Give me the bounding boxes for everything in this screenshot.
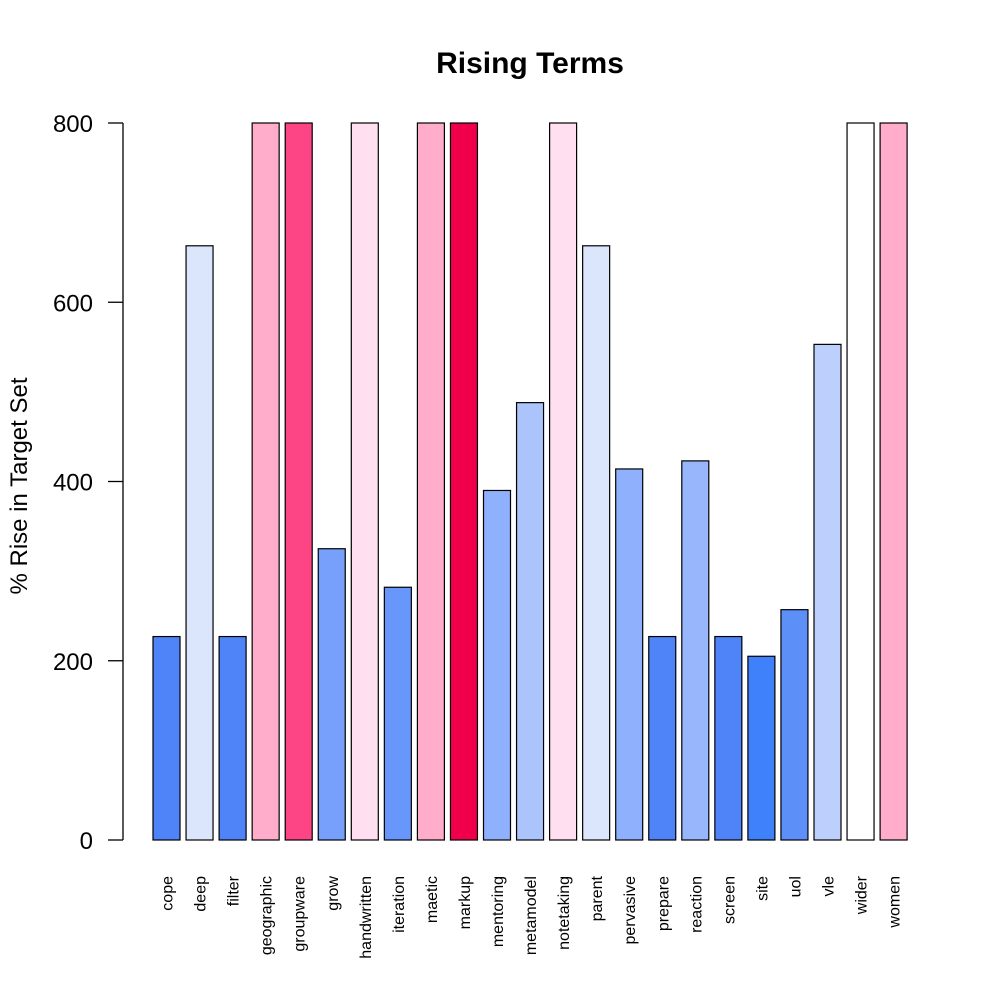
bar-prepare xyxy=(648,635,677,841)
x-tick-label: notetaking xyxy=(556,876,573,950)
bar-markup xyxy=(449,122,479,841)
x-tick-label: groupware xyxy=(292,876,309,952)
bar-site xyxy=(747,655,776,841)
x-tick-label: uol xyxy=(787,876,804,897)
x-tick-label: screen xyxy=(721,876,738,924)
bar-metamodel xyxy=(515,402,545,841)
bars-group xyxy=(152,122,908,841)
bar-maetic xyxy=(416,122,445,841)
x-tick-label: filter xyxy=(226,875,243,906)
x-tick-label: pervasive xyxy=(622,876,639,945)
y-axis: 0 200 400 600 800 xyxy=(53,111,124,855)
bar-deep xyxy=(185,245,214,841)
x-tick-label: metamodel xyxy=(523,876,540,955)
x-tick-label: wider xyxy=(854,875,871,915)
bar-iteration xyxy=(383,586,412,841)
bar-cope xyxy=(152,635,181,841)
bar-pervasive xyxy=(615,468,644,841)
x-tick-label: maetic xyxy=(424,876,441,923)
x-tick-label: prepare xyxy=(655,876,672,931)
y-tick-label: 200 xyxy=(53,649,93,676)
x-tick-label: handwritten xyxy=(358,876,375,959)
x-tick-label: mentoring xyxy=(490,876,507,947)
bar-reaction xyxy=(681,460,710,841)
x-tick-label: women xyxy=(887,876,904,929)
bar-grow xyxy=(317,548,346,841)
bar-handwritten xyxy=(350,122,379,841)
x-tick-label: deep xyxy=(193,876,210,912)
x-tick-label: geographic xyxy=(259,876,276,955)
bar-filter xyxy=(218,635,247,841)
y-axis-label: % Rise in Target Set xyxy=(6,377,33,594)
y-tick-label: 600 xyxy=(53,290,93,317)
x-tick-label: site xyxy=(754,876,771,901)
bar-geographic xyxy=(251,122,280,841)
chart-title: Rising Terms xyxy=(436,47,624,80)
bar-vle xyxy=(813,343,842,841)
y-tick-label: 0 xyxy=(80,828,93,855)
bar-mentoring xyxy=(482,489,512,841)
y-tick-label: 800 xyxy=(53,111,93,138)
bar-women xyxy=(879,122,908,841)
x-tick-label: grow xyxy=(325,876,342,911)
bar-groupware xyxy=(284,122,313,841)
x-tick-label: reaction xyxy=(688,876,705,933)
x-tick-labels: cope deep filter geographic groupware grow han… xyxy=(160,875,904,958)
y-tick-label: 400 xyxy=(53,470,93,497)
x-tick-label: cope xyxy=(160,876,177,911)
bar-uol xyxy=(780,609,809,841)
x-tick-label: markup xyxy=(457,876,474,929)
bar-notetaking xyxy=(548,122,578,841)
x-tick-label: vle xyxy=(821,876,838,897)
bar-wider xyxy=(846,122,875,841)
x-tick-label: parent xyxy=(589,875,606,921)
bar-parent xyxy=(582,245,611,841)
x-tick-label: iteration xyxy=(391,876,408,933)
bar-screen xyxy=(714,635,743,841)
